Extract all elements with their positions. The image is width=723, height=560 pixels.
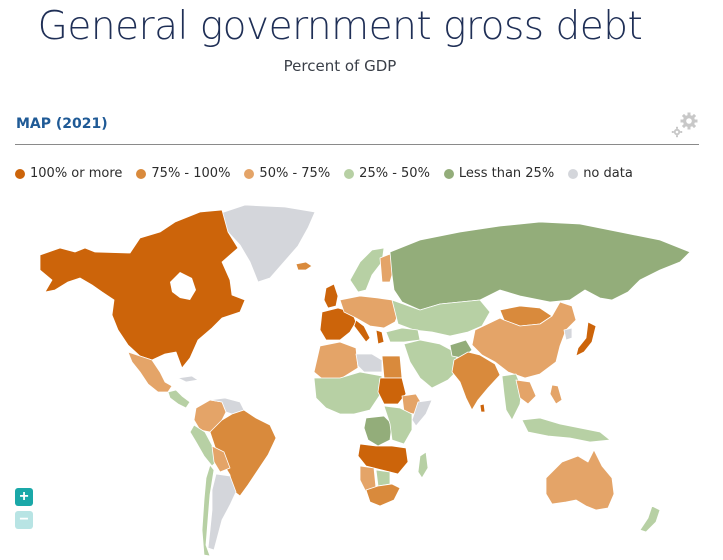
section-divider bbox=[15, 144, 699, 145]
region-western-europe[interactable] bbox=[319, 307, 357, 341]
legend-item-25-50[interactable]: 25% - 50% bbox=[344, 166, 430, 181]
legend-item-no-data[interactable]: no data bbox=[568, 166, 633, 181]
region-cuba[interactable] bbox=[177, 375, 199, 383]
region-philippines[interactable] bbox=[549, 384, 563, 405]
legend-dot-icon bbox=[15, 168, 25, 179]
region-iceland[interactable] bbox=[295, 261, 313, 271]
region-libya[interactable] bbox=[355, 353, 383, 373]
legend-label: 75% - 100% bbox=[151, 166, 231, 181]
region-chile[interactable] bbox=[201, 464, 215, 557]
region-russia[interactable] bbox=[389, 221, 691, 311]
zoom-in-button[interactable]: + bbox=[15, 488, 33, 506]
region-bolivia[interactable] bbox=[211, 445, 231, 473]
page-subtitle: Percent of GDP bbox=[283, 57, 397, 75]
legend-dot-icon bbox=[344, 168, 355, 179]
region-sudan[interactable] bbox=[377, 377, 407, 405]
region-greenland[interactable] bbox=[214, 204, 316, 283]
region-central-europe[interactable] bbox=[339, 295, 401, 329]
map-section-header: MAP (2021) bbox=[16, 116, 108, 132]
region-scandinavia[interactable] bbox=[349, 247, 385, 293]
legend-dot-icon bbox=[136, 168, 147, 179]
region-sri-lanka[interactable] bbox=[479, 403, 486, 413]
region-central-america[interactable] bbox=[167, 389, 191, 409]
zoom-out-button[interactable]: − bbox=[15, 511, 33, 529]
region-greece[interactable] bbox=[375, 329, 385, 345]
legend: 100% or more 75% - 100% 50% - 75% 25% - … bbox=[15, 166, 633, 181]
region-south-africa[interactable] bbox=[365, 483, 401, 507]
gears-icon[interactable] bbox=[670, 110, 700, 140]
region-south-asia[interactable] bbox=[451, 351, 501, 411]
region-new-zealand[interactable] bbox=[639, 505, 661, 533]
region-uk[interactable] bbox=[323, 283, 339, 309]
legend-dot-icon bbox=[443, 168, 454, 179]
legend-item-50-75[interactable]: 50% - 75% bbox=[244, 166, 330, 181]
region-mexico[interactable] bbox=[127, 351, 173, 393]
region-indonesia[interactable] bbox=[521, 417, 611, 443]
region-argentina[interactable] bbox=[207, 473, 237, 551]
region-italy[interactable] bbox=[353, 319, 371, 343]
plus-icon: + bbox=[19, 488, 29, 505]
region-egypt[interactable] bbox=[381, 355, 403, 379]
legend-item-less-25[interactable]: Less than 25% bbox=[443, 166, 555, 181]
region-peru[interactable] bbox=[189, 424, 219, 467]
legend-label: Less than 25% bbox=[458, 166, 555, 181]
legend-label: no data bbox=[583, 166, 633, 181]
region-somalia[interactable] bbox=[411, 399, 433, 427]
legend-dot-icon bbox=[568, 168, 579, 179]
region-turkey[interactable] bbox=[385, 327, 421, 343]
region-north-korea[interactable] bbox=[563, 327, 573, 341]
region-drc[interactable] bbox=[363, 415, 393, 447]
region-indochina[interactable] bbox=[515, 379, 537, 405]
region-australia[interactable] bbox=[545, 449, 615, 511]
minus-icon: − bbox=[19, 511, 29, 528]
region-madagascar[interactable] bbox=[417, 451, 429, 479]
region-southern-africa-north[interactable] bbox=[357, 443, 409, 475]
legend-dot-icon bbox=[244, 168, 255, 179]
region-east-africa[interactable] bbox=[383, 405, 413, 445]
region-botswana[interactable] bbox=[375, 469, 391, 487]
legend-label: 50% - 75% bbox=[259, 166, 331, 181]
region-west-africa[interactable] bbox=[313, 371, 383, 415]
region-north-america[interactable] bbox=[39, 209, 246, 369]
world-map[interactable] bbox=[0, 200, 723, 560]
page-title: General government gross debt bbox=[37, 4, 643, 49]
legend-item-100-plus[interactable]: 100% or more bbox=[15, 166, 122, 181]
legend-label: 25% - 50% bbox=[359, 166, 430, 181]
region-japan[interactable] bbox=[575, 321, 597, 357]
legend-label: 100% or more bbox=[30, 166, 123, 181]
region-north-africa[interactable] bbox=[313, 341, 359, 383]
legend-item-75-100[interactable]: 75% - 100% bbox=[136, 166, 230, 181]
